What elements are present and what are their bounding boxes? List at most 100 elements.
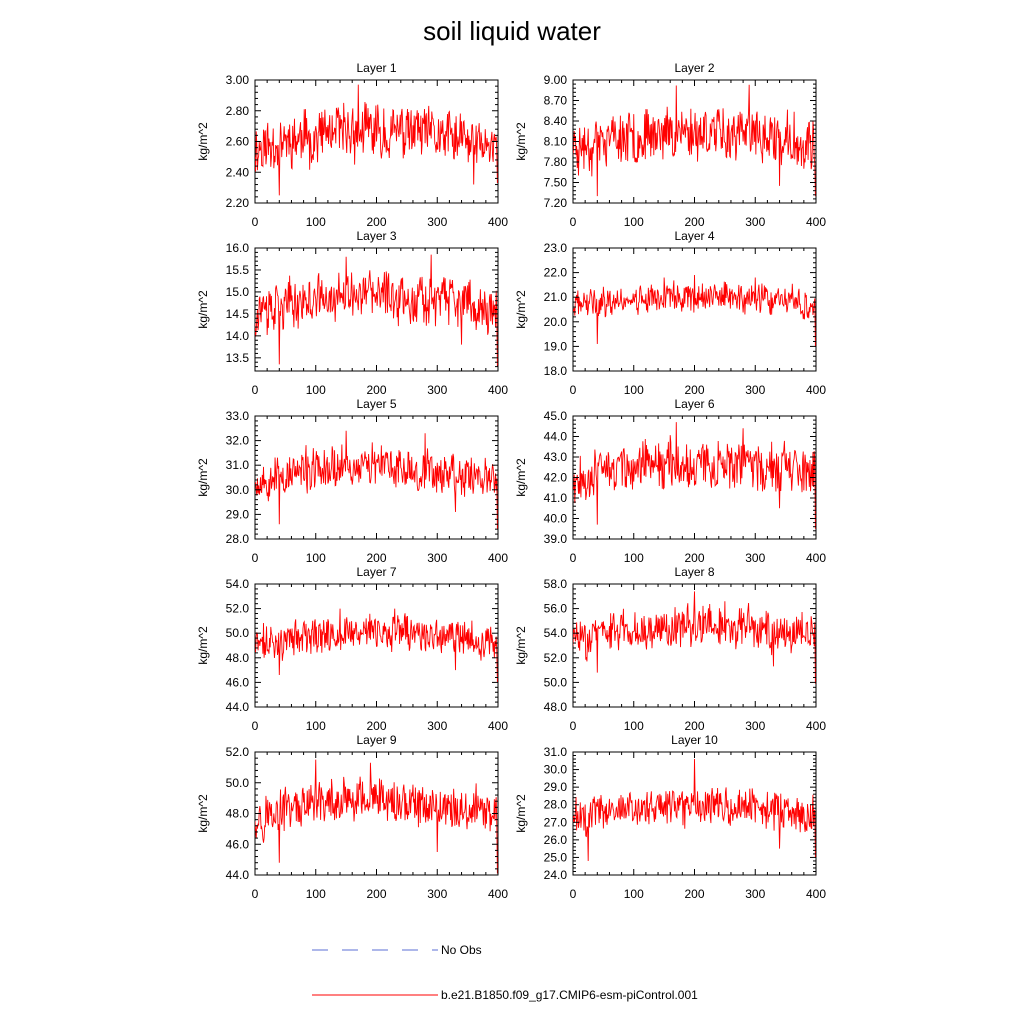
- x-tick-label: 400: [806, 215, 826, 229]
- y-tick-label: 16.0: [226, 241, 250, 255]
- y-tick-label: 8.10: [544, 135, 568, 149]
- y-tick-label: 54.0: [544, 626, 568, 640]
- y-tick-label: 3.00: [226, 73, 250, 87]
- y-tick-label: 40.0: [544, 512, 568, 526]
- y-tick-label: 9.00: [544, 73, 568, 87]
- x-tick-label: 300: [745, 719, 765, 733]
- y-axis-label: kg/m^2: [514, 458, 528, 497]
- series-line-model: [573, 84, 816, 197]
- x-tick-label: 100: [624, 719, 644, 733]
- x-tick-label: 300: [745, 887, 765, 901]
- y-tick-label: 25.0: [544, 850, 568, 864]
- x-tick-label: 0: [252, 383, 259, 397]
- y-axis-label: kg/m^2: [514, 626, 528, 665]
- x-tick-label: 0: [252, 719, 259, 733]
- x-tick-label: 100: [624, 887, 644, 901]
- y-axis-label: kg/m^2: [514, 122, 528, 161]
- legend: No Obs b.e21.B1850.f09_g17.CMIP6-esm-piC…: [312, 943, 698, 1002]
- y-tick-label: 29.0: [226, 507, 250, 521]
- y-tick-label: 19.0: [544, 339, 568, 353]
- y-tick-label: 7.20: [544, 196, 568, 210]
- y-tick-label: 50.0: [226, 776, 250, 790]
- y-tick-label: 45.0: [544, 409, 568, 423]
- x-tick-label: 100: [306, 551, 326, 565]
- plot-frame: [254, 247, 499, 372]
- y-tick-label: 29.0: [544, 780, 568, 794]
- panel-layer-7: Layer 7 kg/m^2 0 100 200 300 400 44.0 46.0 48.0 50…: [196, 565, 508, 733]
- x-tick-label: 300: [427, 215, 447, 229]
- y-axis-label: kg/m^2: [196, 626, 210, 665]
- x-tick-label: 0: [570, 215, 577, 229]
- series-line-model: [573, 759, 816, 861]
- x-tick-label: 200: [684, 383, 704, 397]
- x-tick-label: 100: [306, 215, 326, 229]
- x-tick-label: 100: [624, 215, 644, 229]
- panel-title: Layer 1: [356, 61, 396, 75]
- x-tick-label: 100: [624, 551, 644, 565]
- y-tick-label: 14.0: [226, 329, 250, 343]
- y-tick-label: 13.5: [226, 351, 250, 365]
- x-tick-label: 400: [806, 719, 826, 733]
- x-tick-label: 100: [306, 719, 326, 733]
- series-line-model: [573, 422, 816, 529]
- y-tick-label: 30.0: [226, 483, 250, 497]
- x-tick-label: 200: [366, 719, 386, 733]
- x-tick-label: 0: [570, 383, 577, 397]
- y-tick-label: 48.0: [226, 807, 250, 821]
- series-line-model: [255, 608, 498, 683]
- y-tick-label: 44.0: [544, 430, 568, 444]
- y-tick-label: 42.0: [544, 471, 568, 485]
- panel-title: Layer 8: [674, 565, 714, 579]
- x-tick-label: 0: [252, 887, 259, 901]
- legend-no-obs-label: No Obs: [441, 943, 482, 957]
- x-tick-label: 400: [806, 383, 826, 397]
- y-tick-label: 52.0: [226, 745, 250, 759]
- x-tick-label: 300: [427, 383, 447, 397]
- y-tick-label: 7.80: [544, 155, 568, 169]
- panel-layer-8: Layer 8 kg/m^2 0 100 200 300 400 48.0 50.0 52.0 54…: [514, 565, 826, 733]
- y-tick-label: 8.70: [544, 94, 568, 108]
- panel-title: Layer 6: [674, 397, 714, 411]
- panel-title: Layer 4: [674, 229, 714, 243]
- x-tick-label: 400: [806, 887, 826, 901]
- panel-title: Layer 2: [674, 61, 714, 75]
- x-tick-label: 300: [427, 719, 447, 733]
- y-tick-label: 2.40: [226, 165, 250, 179]
- series-line-model: [255, 430, 498, 530]
- x-tick-label: 0: [252, 551, 259, 565]
- y-tick-label: 43.0: [544, 450, 568, 464]
- panel-layer-4: Layer 4 kg/m^2 0 100 200 300 400 18.0 19.0 20.0 21…: [514, 229, 826, 397]
- y-tick-label: 58.0: [544, 577, 568, 591]
- y-tick-label: 46.0: [226, 675, 250, 689]
- y-tick-label: 28.0: [544, 798, 568, 812]
- x-tick-label: 200: [366, 551, 386, 565]
- x-tick-label: 0: [570, 719, 577, 733]
- y-tick-label: 20.0: [544, 315, 568, 329]
- x-tick-label: 100: [306, 887, 326, 901]
- panel-title: Layer 9: [356, 733, 396, 747]
- x-tick-label: 0: [570, 887, 577, 901]
- y-tick-label: 48.0: [226, 651, 250, 665]
- x-tick-label: 300: [427, 887, 447, 901]
- y-tick-label: 23.0: [544, 241, 568, 255]
- y-axis-label: kg/m^2: [196, 122, 210, 161]
- x-tick-label: 0: [570, 551, 577, 565]
- x-tick-label: 200: [684, 215, 704, 229]
- x-tick-label: 400: [806, 551, 826, 565]
- y-tick-label: 31.0: [544, 745, 568, 759]
- y-tick-label: 2.20: [226, 196, 250, 210]
- y-tick-label: 21.0: [544, 290, 568, 304]
- y-tick-label: 24.0: [544, 868, 568, 882]
- y-tick-label: 41.0: [544, 491, 568, 505]
- legend-model-label: b.e21.B1850.f09_g17.CMIP6-esm-piControl.…: [441, 988, 698, 1002]
- x-tick-label: 100: [306, 383, 326, 397]
- x-tick-label: 400: [488, 887, 508, 901]
- panel-layer-10: Layer 10 kg/m^2 0 100 200 300 400 24.0 25.0 26.0 2…: [514, 733, 826, 901]
- y-tick-label: 8.40: [544, 114, 568, 128]
- y-tick-label: 22.0: [544, 266, 568, 280]
- series-line-model: [255, 254, 498, 367]
- x-tick-label: 300: [745, 551, 765, 565]
- y-tick-label: 52.0: [544, 651, 568, 665]
- y-axis-label: kg/m^2: [514, 290, 528, 329]
- y-tick-label: 56.0: [544, 602, 568, 616]
